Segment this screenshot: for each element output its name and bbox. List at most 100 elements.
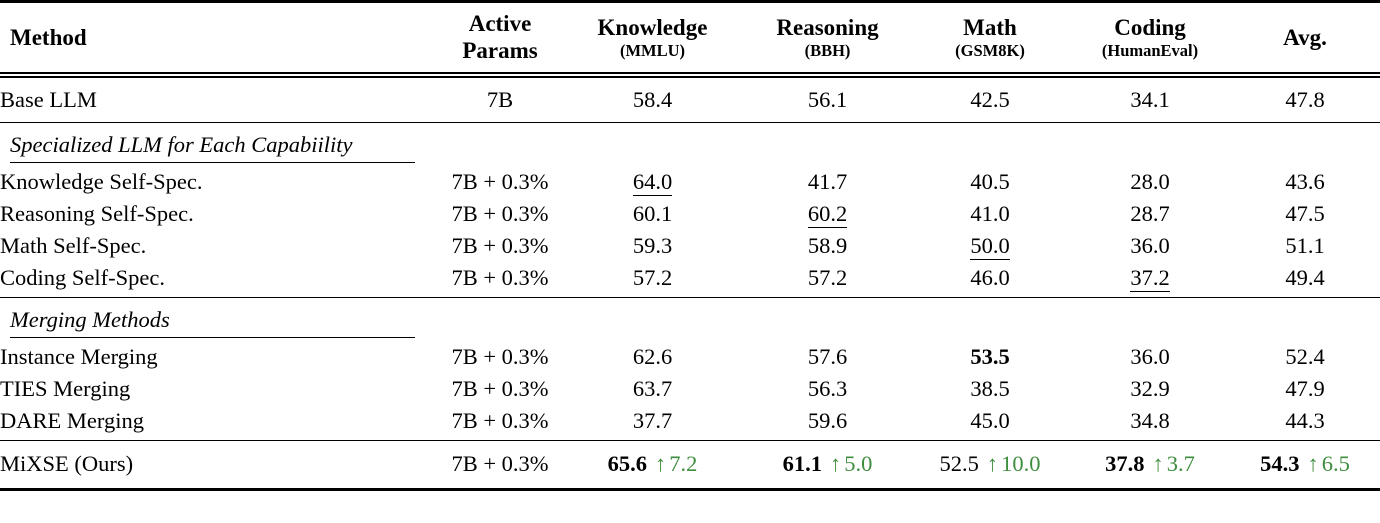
coding-value: 34.8 [1070, 405, 1230, 441]
reasoning-value: 58.9 [807, 233, 848, 258]
active-params-line2: Params [462, 38, 538, 63]
knowledge-value: 37.7 [560, 405, 745, 441]
delta-value: 6.5 [1321, 451, 1350, 476]
table-row-dare-merging: DARE Merging 7B + 0.3% 37.7 59.6 45.0 34… [0, 405, 1380, 441]
method-cell: Knowledge Self-Spec. [0, 169, 203, 194]
up-arrow-icon: ↑ [830, 451, 842, 476]
math-value: 45.0 [910, 405, 1070, 441]
avg-value: 44.3 [1230, 405, 1380, 441]
improvement-delta: ↑ 3.7 [1145, 451, 1195, 476]
knowledge-value: 58.4 [560, 75, 745, 123]
reasoning-value: 61.1 ↑ 5.0 [745, 441, 910, 490]
coding-value: 36.0 [1130, 344, 1170, 369]
delta-value: 5.0 [844, 451, 873, 476]
coding-value: 32.9 [1130, 376, 1170, 401]
coding-value: 36.0 [1130, 233, 1170, 258]
table-row-ties-merging: TIES Merging 7B + 0.3% 63.7 56.3 38.5 32… [0, 373, 1380, 405]
avg-value: 47.9 [1285, 376, 1325, 401]
math-benchmark-label: (GSM8K) [955, 41, 1025, 60]
coding-benchmark-label: (HumanEval) [1101, 41, 1199, 60]
delta-value: 10.0 [1001, 451, 1041, 476]
col-header-knowledge: Knowledge (MMLU) [560, 1, 745, 78]
col-header-method: Method [0, 1, 440, 78]
improvement-delta: ↑ 10.0 [979, 451, 1041, 476]
knowledge-value: 59.3 [632, 233, 673, 258]
header-row: Method Active Params Knowledge (MMLU) Re… [0, 1, 1380, 78]
method-cell: Base LLM [0, 75, 440, 123]
knowledge-value: 62.6 [632, 344, 673, 369]
section-row-specialized: Specialized LLM for Each Capabiility [0, 123, 1380, 163]
coding-value: 37.8 ↑ 3.7 [1070, 441, 1230, 490]
method-cell: Reasoning Self-Spec. [0, 201, 194, 226]
params-cell: 7B + 0.3% [451, 169, 549, 194]
reasoning-value: 57.2 [745, 262, 910, 298]
math-value: 52.5 ↑ 10.0 [910, 441, 1070, 490]
params-cell: 7B + 0.3% [440, 405, 560, 441]
coding-value: 28.0 [1130, 169, 1170, 194]
improvement-delta: ↑ 7.2 [647, 451, 697, 476]
reasoning-value: 56.1 [745, 75, 910, 123]
knowledge-value: 65.6 ↑ 7.2 [560, 441, 745, 490]
params-cell: 7B + 0.3% [440, 262, 560, 298]
reasoning-value: 41.7 [807, 169, 848, 194]
up-arrow-icon: ↑ [986, 451, 999, 476]
knowledge-value: 63.7 [632, 376, 673, 401]
table-row-coding-self-spec: Coding Self-Spec. 7B + 0.3% 57.2 57.2 46… [0, 262, 1380, 298]
table-row-base-llm: Base LLM 7B 58.4 56.1 42.5 34.1 47.8 [0, 75, 1380, 123]
up-arrow-icon: ↑ [655, 451, 667, 476]
math-label: Math [963, 15, 1017, 40]
method-cell: DARE Merging [0, 405, 440, 441]
reasoning-value: 56.3 [807, 376, 848, 401]
method-cell: Instance Merging [0, 344, 158, 369]
col-header-active-params: Active Params [440, 1, 560, 78]
col-header-math: Math (GSM8K) [910, 1, 1070, 78]
reasoning-label: Reasoning [776, 15, 879, 40]
coding-value: 34.1 [1070, 75, 1230, 123]
table-row-instance-merging: Instance Merging 7B + 0.3% 62.6 57.6 53.… [0, 338, 1380, 373]
col-header-coding: Coding (HumanEval) [1070, 1, 1230, 78]
delta-value: 7.2 [669, 451, 698, 476]
knowledge-value: 60.1 [632, 201, 673, 226]
coding-value: 37.2 [1070, 262, 1230, 298]
avg-value: 47.8 [1230, 75, 1380, 123]
math-value: 41.0 [970, 201, 1010, 226]
knowledge-value: 64.0 [560, 163, 745, 198]
knowledge-value: 57.2 [560, 262, 745, 298]
reasoning-benchmark-label: (BBH) [804, 41, 851, 60]
math-value: 50.0 [910, 230, 1070, 262]
up-arrow-icon: ↑ [1152, 451, 1164, 476]
avg-value: 49.4 [1230, 262, 1380, 298]
params-cell: 7B + 0.3% [451, 233, 549, 258]
underlined-value: 64.0 [632, 169, 673, 196]
method-cell: Coding Self-Spec. [0, 262, 440, 298]
active-params-line1: Active [468, 11, 532, 36]
benchmark-results-table: Method Active Params Knowledge (MMLU) Re… [0, 0, 1380, 491]
best-value: 37.8 [1105, 451, 1145, 476]
best-value: 65.6 [607, 451, 647, 476]
value: 52.5 [939, 451, 979, 476]
avg-value: 52.4 [1285, 344, 1325, 369]
section-partial-rule [10, 337, 415, 338]
best-value: 61.1 [782, 451, 822, 476]
params-cell: 7B + 0.3% [451, 451, 549, 476]
table-row-reasoning-self-spec: Reasoning Self-Spec. 7B + 0.3% 60.1 60.2… [0, 198, 1380, 230]
section-title-specialized: Specialized LLM for Each Capabiility [10, 132, 353, 157]
section-cell: Merging Methods [0, 298, 1380, 338]
underlined-value: 37.2 [1130, 265, 1170, 292]
section-partial-rule [10, 162, 415, 163]
section-title-merging: Merging Methods [10, 307, 170, 332]
method-cell: TIES Merging [0, 376, 131, 401]
table-row-math-self-spec: Math Self-Spec. 7B + 0.3% 59.3 58.9 50.0… [0, 230, 1380, 262]
section-row-merging: Merging Methods [0, 298, 1380, 338]
params-cell: 7B + 0.3% [451, 376, 549, 401]
section-cell: Specialized LLM for Each Capabiility [0, 123, 1380, 163]
underlined-value: 60.2 [807, 201, 848, 228]
math-value: 42.5 [910, 75, 1070, 123]
table-row-knowledge-self-spec: Knowledge Self-Spec. 7B + 0.3% 64.0 41.7… [0, 163, 1380, 198]
knowledge-label: Knowledge [597, 15, 708, 40]
up-arrow-icon: ↑ [1307, 451, 1319, 476]
best-value: 54.3 [1260, 451, 1300, 476]
math-value: 38.5 [970, 376, 1010, 401]
params-cell: 7B [440, 75, 560, 123]
table-row-mixse-ours: MiXSE (Ours) 7B + 0.3% 65.6 ↑ 7.2 61.1 ↑ 5.0… [0, 441, 1380, 490]
